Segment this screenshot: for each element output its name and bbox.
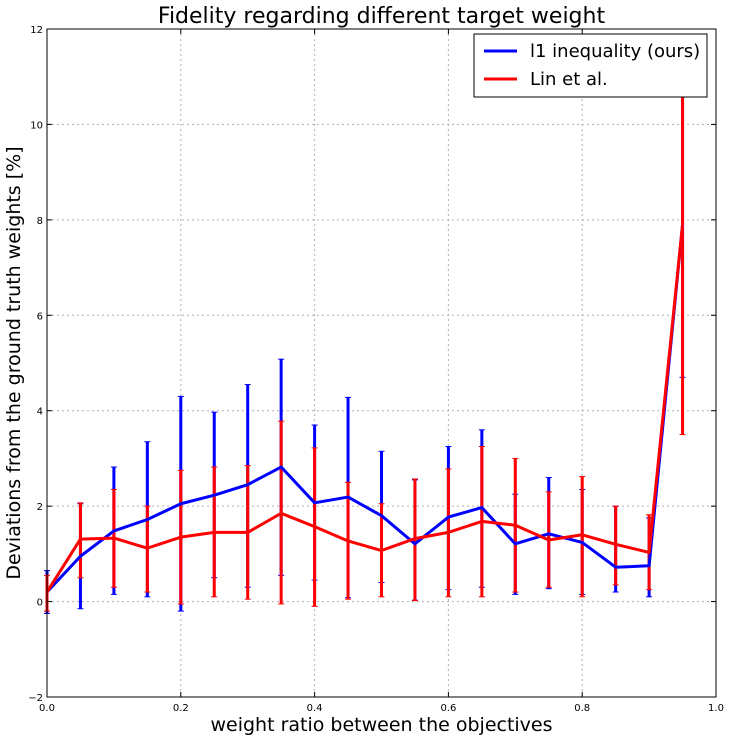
x-tick-label: 0.4 — [307, 703, 323, 714]
y-tick-label: 4 — [37, 407, 43, 418]
y-tick-label: −2 — [28, 693, 43, 704]
x-tick-label: 0.2 — [173, 703, 189, 714]
legend-label-lin-et-al: Lin et al. — [530, 69, 608, 90]
legend-box — [473, 33, 708, 98]
x-tick-label: 0.6 — [440, 703, 456, 714]
x-tick-label: 1.0 — [708, 703, 724, 714]
y-tick-label: 6 — [37, 311, 43, 322]
series-line-1 — [45, 224, 685, 593]
x-tick-label: 0.0 — [39, 703, 55, 714]
y-tick-label: 8 — [37, 216, 43, 227]
x-tick-label: 0.8 — [574, 703, 590, 714]
y-axis-title: Deviations from the ground truth weights… — [3, 146, 25, 579]
x-axis-title: weight ratio between the objectives — [210, 714, 552, 736]
series-line-0 — [45, 224, 685, 594]
y-tick-label: 12 — [30, 25, 43, 36]
legend: l1 inequality (ours) Lin et al. — [473, 33, 708, 98]
legend-label-l1-inequality: l1 inequality (ours) — [530, 41, 700, 62]
y-tick-label: 0 — [37, 598, 43, 609]
chart-title: Fidelity regarding different target weig… — [158, 4, 606, 29]
y-tick-label: 2 — [37, 502, 43, 513]
series-lines — [45, 224, 685, 594]
plot-frame — [46, 28, 717, 698]
axis-ticks: 0.0 0.2 0.4 0.6 0.8 1.0 −2 0 2 4 6 8 10 12 — [28, 25, 724, 714]
y-tick-label: 10 — [30, 120, 43, 131]
